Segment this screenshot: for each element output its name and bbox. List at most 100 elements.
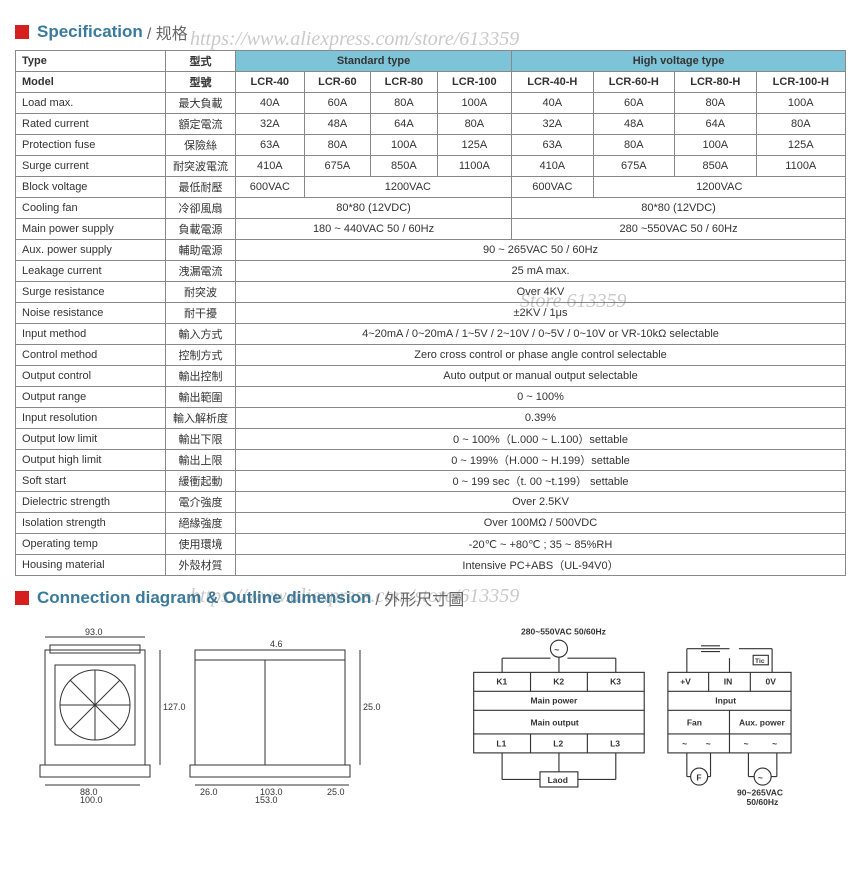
table-row: Output range 輸出範圍 0 ~ 100% <box>16 387 846 408</box>
row-label: Aux. power supply <box>16 240 166 261</box>
cell: 600VAC <box>236 177 305 198</box>
cell: 1200VAC <box>304 177 511 198</box>
cell: 64A <box>675 114 757 135</box>
svg-text:+V: +V <box>680 677 691 687</box>
table-row: Soft start 緩衝起動 0 ~ 199 sec（t. 00 ~t.199… <box>16 471 846 492</box>
svg-text:90~265VAC: 90~265VAC <box>737 788 783 798</box>
row-label: Soft start <box>16 471 166 492</box>
cell: 125A <box>437 135 511 156</box>
svg-text:K1: K1 <box>496 677 507 687</box>
row-label: Operating temp <box>16 534 166 555</box>
table-row: Operating temp 使用環境 -20℃ ~ +80℃ ; 35 ~ 8… <box>16 534 846 555</box>
cell: 125A <box>756 135 845 156</box>
diagram-section-header: Connection diagram & Outline dimension /… <box>15 586 846 610</box>
svg-text:25.0: 25.0 <box>327 787 345 797</box>
cell: 1100A <box>437 156 511 177</box>
model-cell: LCR-60-H <box>593 72 675 93</box>
cell: 100A <box>371 135 438 156</box>
svg-text:Laod: Laod <box>548 775 568 785</box>
model-cell: LCR-80 <box>371 72 438 93</box>
svg-text:280~550VAC 50/60Hz: 280~550VAC 50/60Hz <box>521 626 606 636</box>
connection-diagram: K1 K2 K3 Main power Main output L1 L2 L3… <box>445 625 815 808</box>
row-label: Output control <box>16 366 166 387</box>
model-zh: 型號 <box>166 72 236 93</box>
row-zh: 耐突波 <box>166 282 236 303</box>
cell: 80*80 (12VDC) <box>512 198 846 219</box>
cell: 410A <box>512 156 594 177</box>
row-zh: 耐干擾 <box>166 303 236 324</box>
cell: 48A <box>304 114 371 135</box>
table-row: Load max. 最大負載40A60A80A100A40A60A80A100A <box>16 93 846 114</box>
svg-text:93.0: 93.0 <box>85 627 103 637</box>
cell: 64A <box>371 114 438 135</box>
row-label: Cooling fan <box>16 198 166 219</box>
row-zh: 最大負載 <box>166 93 236 114</box>
main-power-row: Main power supply 負載電源 180 ~ 440VAC 50 /… <box>16 219 846 240</box>
cell: 80A <box>756 114 845 135</box>
cell: 80A <box>371 93 438 114</box>
cell: 4~20mA / 0~20mA / 1~5V / 2~10V / 0~5V / … <box>236 324 846 345</box>
cell: 60A <box>593 93 675 114</box>
cell: 90 ~ 265VAC 50 / 60Hz <box>236 240 846 261</box>
cell: 1200VAC <box>593 177 845 198</box>
svg-text:Main output: Main output <box>531 717 579 727</box>
row-zh: 最低耐壓 <box>166 177 236 198</box>
row-label: Leakage current <box>16 261 166 282</box>
row-zh: 緩衝起動 <box>166 471 236 492</box>
cell: 100A <box>675 135 757 156</box>
row-label: Output high limit <box>16 450 166 471</box>
row-zh: 輸出控制 <box>166 366 236 387</box>
model-label: Model <box>16 72 166 93</box>
svg-text:0V: 0V <box>765 677 776 687</box>
table-row: Noise resistance 耐干擾 ±2KV / 1μs <box>16 303 846 324</box>
block-voltage-row: Block voltage 最低耐壓 600VAC 1200VAC 600VAC… <box>16 177 846 198</box>
model-cell: LCR-100-H <box>756 72 845 93</box>
cell: 675A <box>593 156 675 177</box>
row-label: Protection fuse <box>16 135 166 156</box>
table-row: Surge current 耐突波電流410A675A850A1100A410A… <box>16 156 846 177</box>
row-label: Housing material <box>16 555 166 576</box>
cooling-fan-row: Cooling fan 冷卻風扇 80*80 (12VDC) 80*80 (12… <box>16 198 846 219</box>
cell: -20℃ ~ +80℃ ; 35 ~ 85%RH <box>236 534 846 555</box>
cell: 80A <box>593 135 675 156</box>
row-zh: 輔助電源 <box>166 240 236 261</box>
std-type-header: Standard type <box>236 51 512 72</box>
cell: 0 ~ 199%（H.000 ~ H.199）settable <box>236 450 846 471</box>
row-zh: 使用環境 <box>166 534 236 555</box>
table-row: Input resolution 輸入解析度 0.39% <box>16 408 846 429</box>
table-row: Output high limit 輸出上限 0 ~ 199%（H.000 ~ … <box>16 450 846 471</box>
svg-text:L2: L2 <box>553 738 563 748</box>
cell: 600VAC <box>512 177 594 198</box>
row-zh: 輸出上限 <box>166 450 236 471</box>
model-cell: LCR-80-H <box>675 72 757 93</box>
cell: Auto output or manual output selectable <box>236 366 846 387</box>
table-row: Leakage current 洩漏電流 25 mA max. <box>16 261 846 282</box>
row-label: Surge resistance <box>16 282 166 303</box>
cell: 410A <box>236 156 305 177</box>
svg-text:127.0: 127.0 <box>163 702 186 712</box>
row-label: Input method <box>16 324 166 345</box>
svg-text:Input: Input <box>715 696 736 706</box>
row-zh: 冷卻風扇 <box>166 198 236 219</box>
outline-svg: 93.0 127.0 88.0 100.0 4.6 26.0 103.0 25.… <box>15 625 385 805</box>
row-label: Control method <box>16 345 166 366</box>
svg-text:K3: K3 <box>610 677 621 687</box>
svg-text:IN: IN <box>724 677 733 687</box>
row-zh: 耐突波電流 <box>166 156 236 177</box>
table-row: Aux. power supply 輔助電源 90 ~ 265VAC 50 / … <box>16 240 846 261</box>
cell: 80A <box>675 93 757 114</box>
cell: 32A <box>512 114 594 135</box>
spec-section-header: Specification / 规格 <box>15 20 846 44</box>
cell: 280 ~550VAC 50 / 60Hz <box>512 219 846 240</box>
cell: 100A <box>437 93 511 114</box>
row-label: Output range <box>16 387 166 408</box>
cell: 48A <box>593 114 675 135</box>
svg-text:Aux. power: Aux. power <box>739 717 786 727</box>
cell: 100A <box>756 93 845 114</box>
model-cell: LCR-40 <box>236 72 305 93</box>
cell: 850A <box>371 156 438 177</box>
row-label: Input resolution <box>16 408 166 429</box>
svg-text:Main power: Main power <box>531 696 579 706</box>
row-zh: 電介強度 <box>166 492 236 513</box>
svg-text:F: F <box>696 772 701 782</box>
